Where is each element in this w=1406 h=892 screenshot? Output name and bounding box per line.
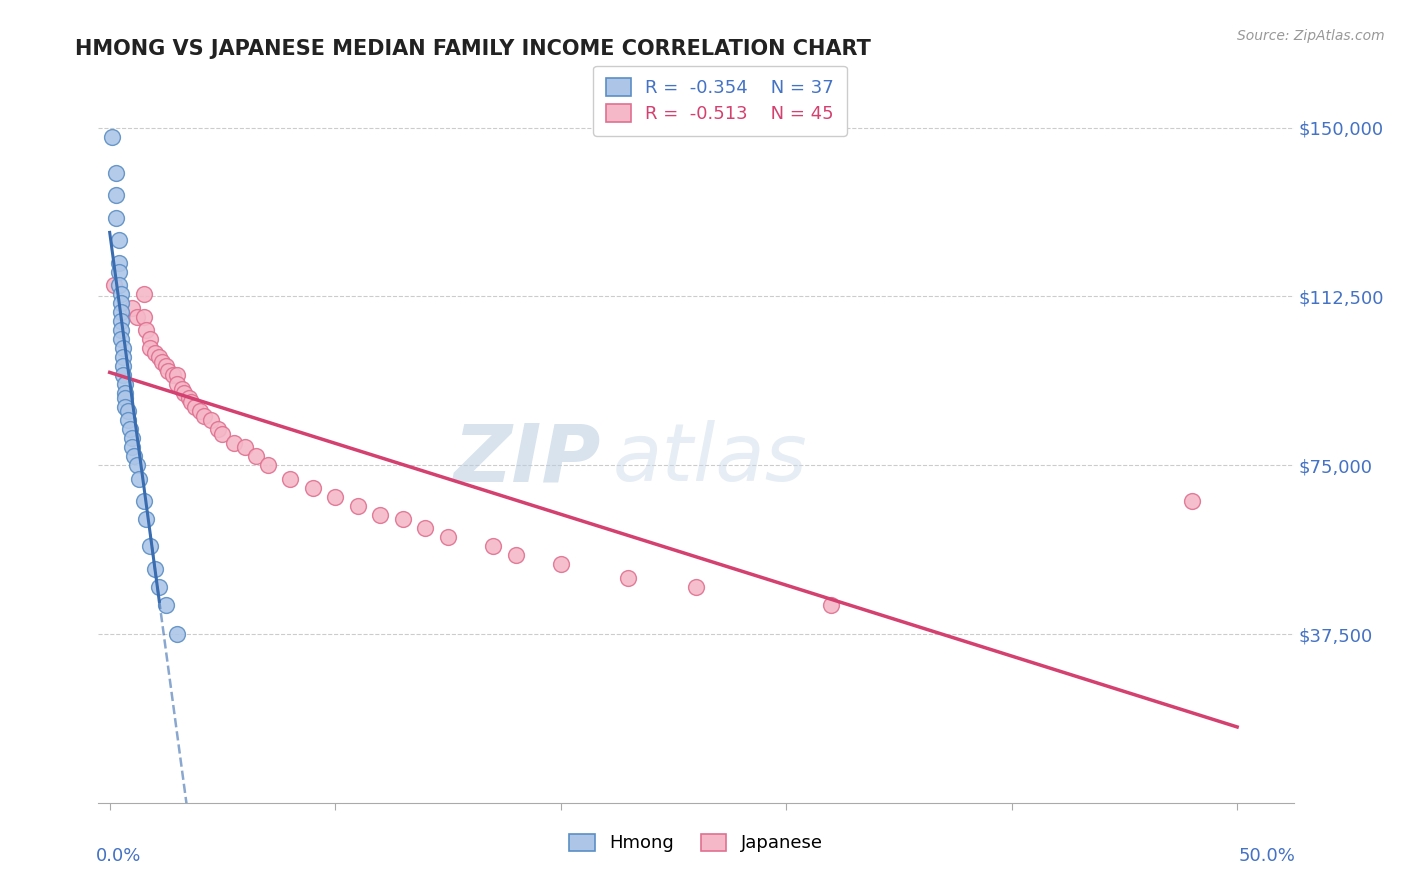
- Point: [114, 391, 136, 405]
- Point: [222, 435, 245, 450]
- Point: [118, 422, 141, 436]
- Point: [193, 409, 215, 423]
- Point: [107, 233, 129, 247]
- Point: [101, 129, 124, 144]
- Point: [148, 580, 170, 594]
- Point: [117, 404, 139, 418]
- Legend: Hmong, Japanese: Hmong, Japanese: [562, 826, 830, 860]
- Point: [107, 255, 129, 269]
- Point: [166, 377, 188, 392]
- Point: [550, 558, 572, 572]
- Point: [132, 287, 155, 301]
- Point: [157, 364, 180, 378]
- Point: [1181, 494, 1204, 508]
- Point: [112, 359, 135, 374]
- Point: [139, 341, 162, 355]
- Point: [121, 431, 143, 445]
- Point: [392, 512, 415, 526]
- Point: [112, 350, 135, 364]
- Point: [200, 413, 222, 427]
- Point: [105, 166, 128, 180]
- Point: [166, 627, 188, 641]
- Text: 0.0%: 0.0%: [96, 847, 142, 864]
- Point: [143, 345, 166, 359]
- Point: [125, 310, 148, 324]
- Point: [121, 301, 143, 315]
- Point: [162, 368, 184, 383]
- Point: [110, 314, 132, 328]
- Point: [207, 422, 229, 436]
- Point: [685, 580, 707, 594]
- Text: atlas: atlas: [613, 420, 807, 498]
- Point: [114, 377, 136, 392]
- Point: [110, 296, 132, 310]
- Point: [256, 458, 278, 473]
- Point: [482, 539, 505, 553]
- Point: [346, 499, 368, 513]
- Point: [132, 310, 155, 324]
- Point: [132, 494, 155, 508]
- Point: [148, 350, 170, 364]
- Point: [155, 359, 177, 374]
- Point: [125, 458, 148, 473]
- Point: [278, 472, 301, 486]
- Text: Source: ZipAtlas.com: Source: ZipAtlas.com: [1237, 29, 1385, 43]
- Point: [245, 449, 267, 463]
- Point: [415, 521, 437, 535]
- Point: [155, 598, 177, 612]
- Point: [184, 400, 207, 414]
- Point: [135, 512, 157, 526]
- Point: [368, 508, 391, 522]
- Point: [107, 278, 129, 293]
- Point: [110, 332, 132, 346]
- Point: [110, 305, 132, 319]
- Text: 50.0%: 50.0%: [1239, 847, 1296, 864]
- Point: [211, 426, 233, 441]
- Point: [105, 188, 128, 202]
- Point: [117, 413, 139, 427]
- Point: [103, 278, 125, 293]
- Point: [166, 368, 188, 383]
- Point: [107, 265, 129, 279]
- Point: [233, 440, 256, 454]
- Point: [301, 481, 323, 495]
- Point: [180, 395, 202, 409]
- Point: [139, 332, 162, 346]
- Point: [505, 548, 527, 562]
- Point: [150, 354, 173, 368]
- Point: [110, 287, 132, 301]
- Point: [173, 386, 195, 401]
- Point: [114, 400, 136, 414]
- Point: [820, 598, 842, 612]
- Point: [135, 323, 157, 337]
- Point: [121, 440, 143, 454]
- Text: HMONG VS JAPANESE MEDIAN FAMILY INCOME CORRELATION CHART: HMONG VS JAPANESE MEDIAN FAMILY INCOME C…: [75, 38, 870, 59]
- Point: [177, 391, 200, 405]
- Point: [143, 562, 166, 576]
- Point: [188, 404, 211, 418]
- Point: [112, 368, 135, 383]
- Point: [112, 341, 135, 355]
- Point: [110, 323, 132, 337]
- Point: [124, 449, 146, 463]
- Point: [170, 382, 193, 396]
- Point: [105, 211, 128, 225]
- Point: [323, 490, 346, 504]
- Point: [139, 539, 162, 553]
- Text: ZIP: ZIP: [453, 420, 600, 498]
- Point: [128, 472, 150, 486]
- Point: [437, 530, 460, 544]
- Point: [617, 571, 640, 585]
- Point: [114, 386, 136, 401]
